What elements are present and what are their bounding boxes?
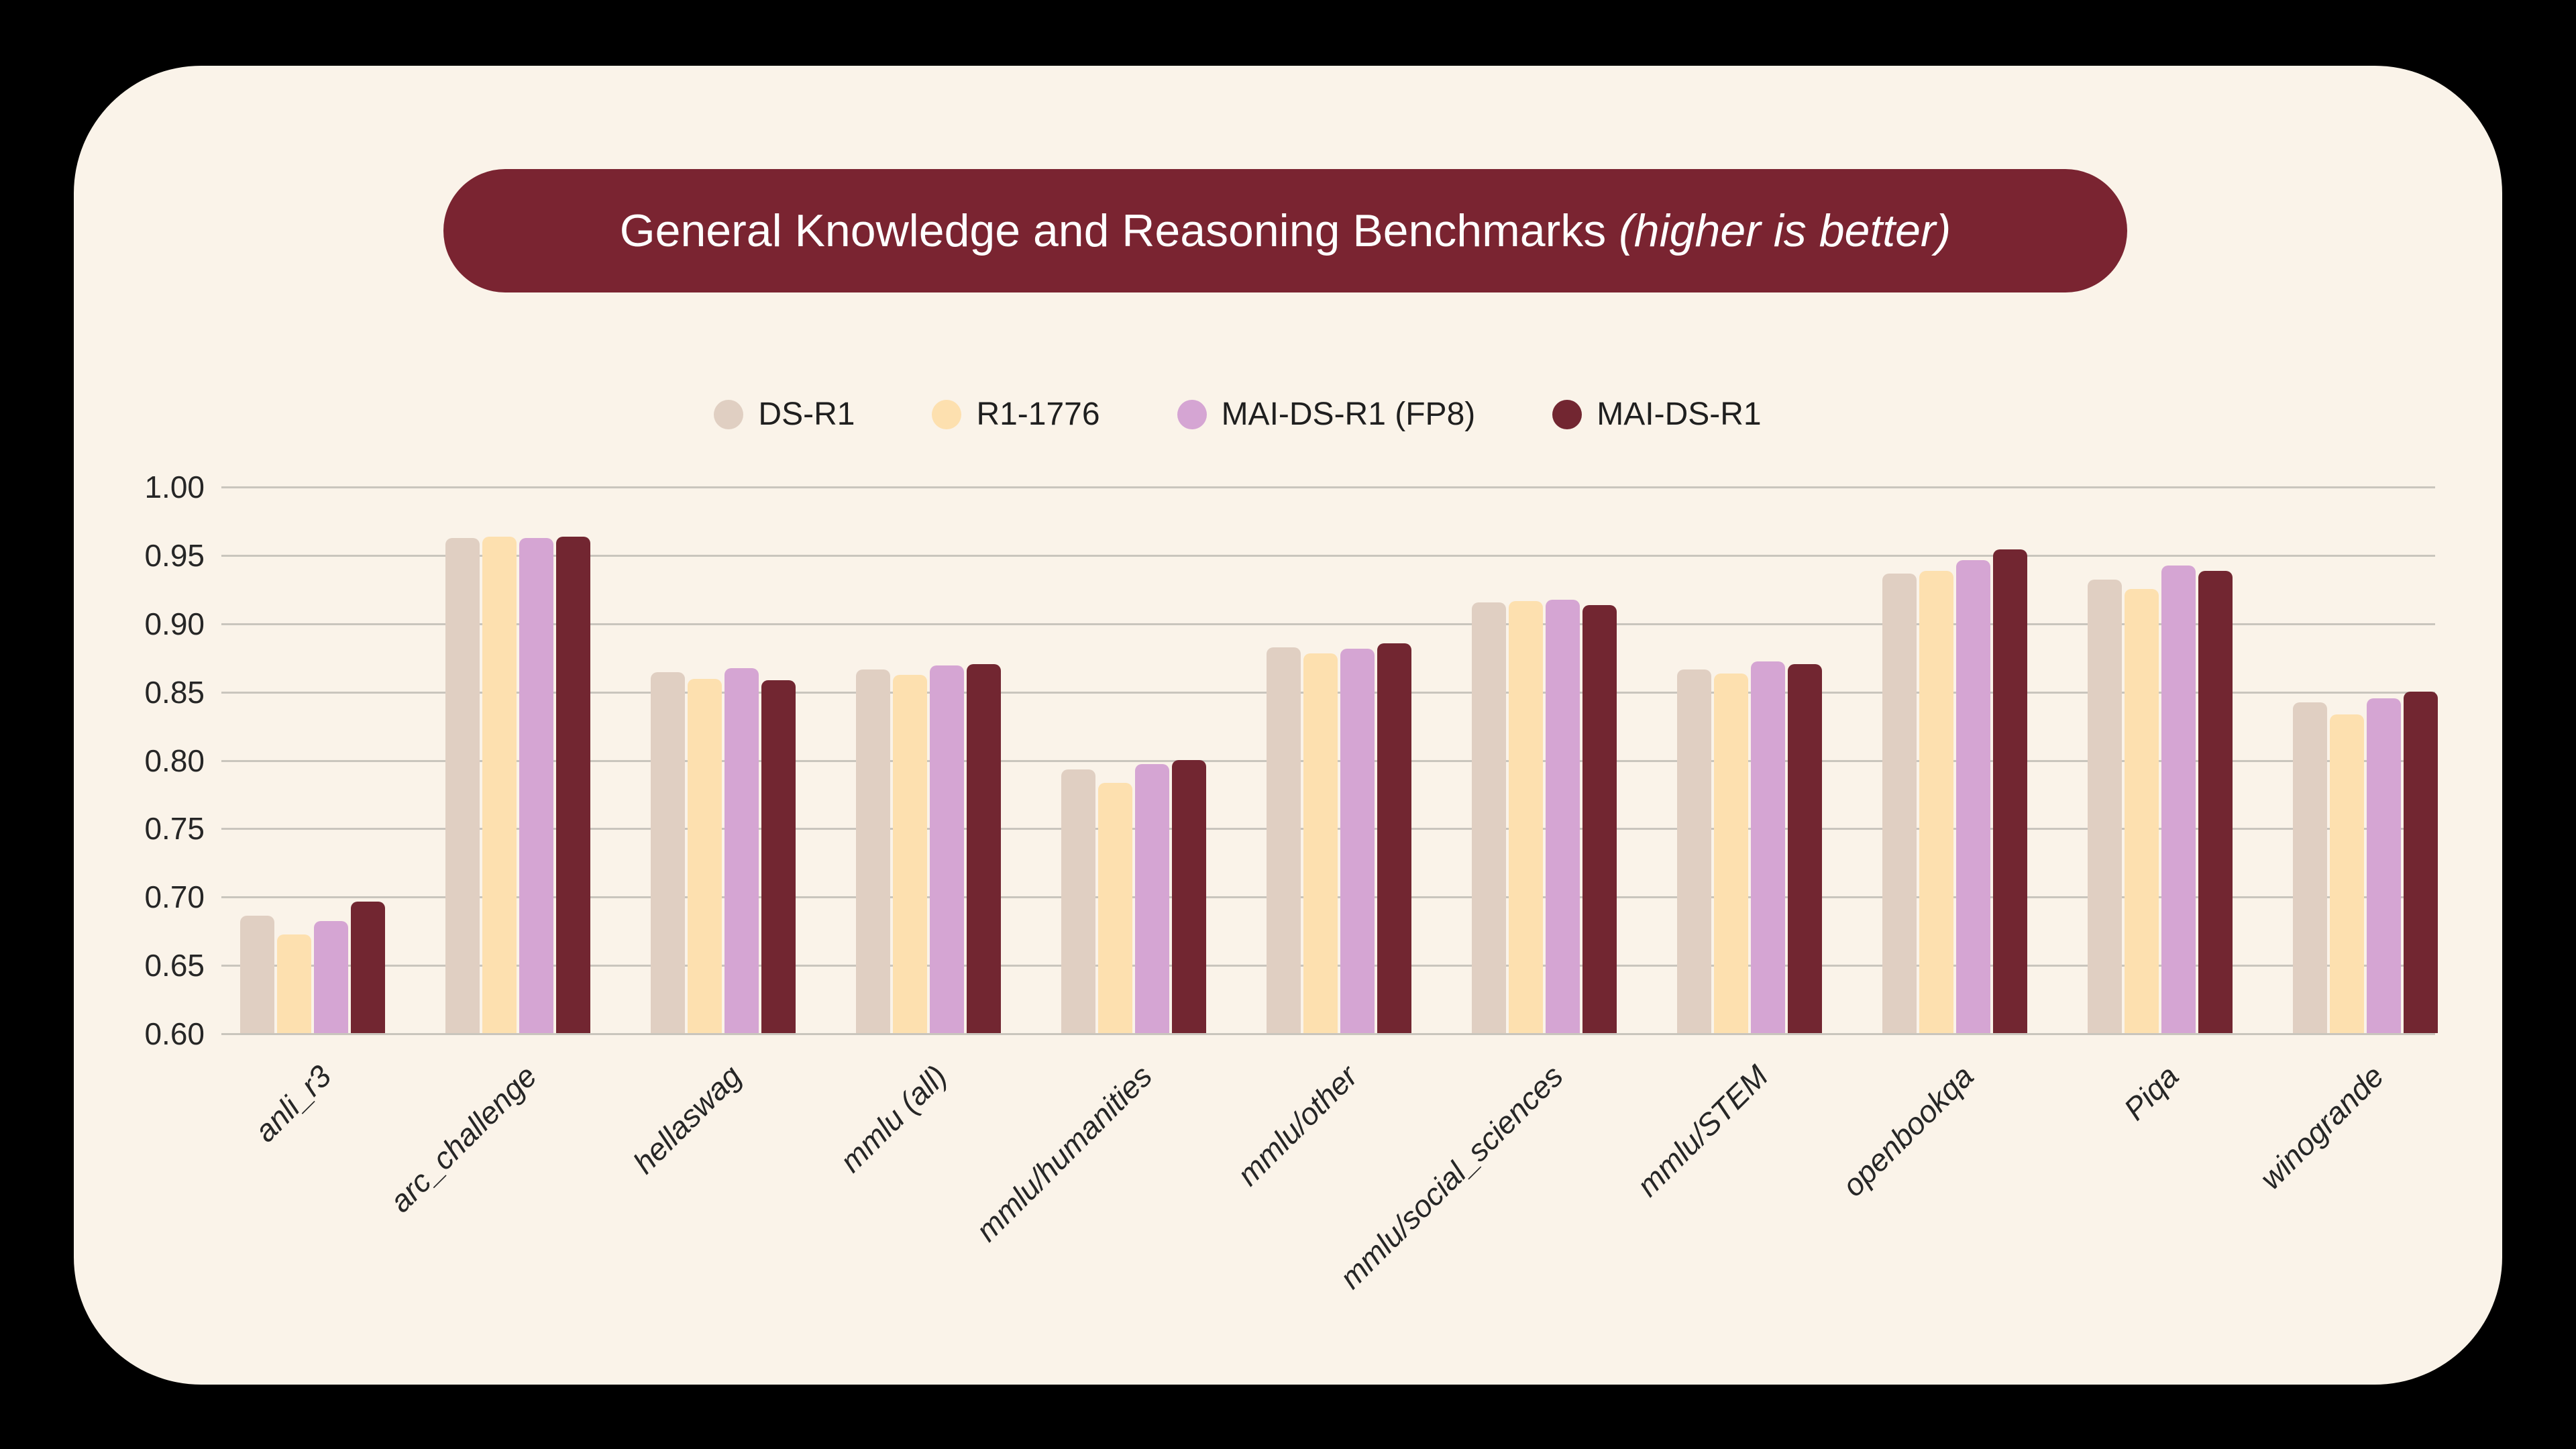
y-tick-label-1.00: 1.00 — [144, 470, 205, 504]
bar-R1-1776-mmlu/STEM — [1714, 674, 1748, 1033]
x-tick-label-openbookqa: openbookqa — [1835, 1058, 1980, 1203]
bar-group-hellaswag — [651, 486, 796, 1033]
bar-R1-1776-hellaswag — [688, 679, 722, 1033]
bar-DS-R1-openbookqa — [1882, 574, 1917, 1033]
bar-MAI-DS-R1 (FP8)-mmlu (all) — [930, 665, 964, 1033]
bar-MAI-DS-R1 (FP8)-openbookqa — [1956, 560, 1990, 1033]
x-tick-label-mmlu/humanities: mmlu/humanities — [969, 1058, 1159, 1248]
bar-DS-R1-winogrande — [2293, 702, 2327, 1033]
y-tick-label-0.65: 0.65 — [144, 948, 205, 983]
y-tick-label-0.85: 0.85 — [144, 674, 205, 710]
y-tick-label-0.70: 0.70 — [144, 879, 205, 915]
bar-R1-1776-Piqa — [2125, 588, 2159, 1033]
legend-label-MAI-DS-R1 (FP8): MAI-DS-R1 (FP8) — [1221, 396, 1476, 432]
bar-MAI-DS-R1 (FP8)-mmlu/STEM — [1751, 661, 1785, 1033]
title-banner: General Knowledge and Reasoning Benchmar… — [443, 169, 2127, 292]
bar-MAI-DS-R1 (FP8)-mmlu/humanities — [1135, 763, 1169, 1033]
x-tick-label-mmlu (all): mmlu (all) — [833, 1058, 954, 1179]
bar-DS-R1-Piqa — [2088, 579, 2122, 1033]
bar-R1-1776-arc_challenge — [482, 537, 517, 1033]
bar-MAI-DS-R1-Piqa — [2198, 571, 2233, 1033]
bar-MAI-DS-R1-anli_r3 — [351, 902, 385, 1033]
bar-group-mmlu (all) — [856, 486, 1001, 1033]
legend-item-MAI-DS-R1 (FP8): MAI-DS-R1 (FP8) — [1177, 396, 1476, 433]
bar-MAI-DS-R1-openbookqa — [1993, 549, 2027, 1033]
bar-R1-1776-winogrande — [2330, 714, 2364, 1033]
y-tick-label-0.80: 0.80 — [144, 743, 205, 778]
bar-MAI-DS-R1 (FP8)-Piqa — [2161, 566, 2196, 1033]
bar-group-mmlu/other — [1267, 486, 1411, 1033]
legend-item-MAI-DS-R1: MAI-DS-R1 — [1552, 396, 1762, 433]
bar-MAI-DS-R1-winogrande — [2404, 691, 2438, 1033]
x-tick-label-mmlu/social_sciences: mmlu/social_sciences — [1332, 1058, 1570, 1295]
bar-group-arc_challenge — [445, 486, 590, 1033]
legend-swatch-MAI-DS-R1 (FP8) — [1177, 399, 1207, 429]
bar-R1-1776-openbookqa — [1919, 571, 1953, 1033]
bar-group-Piqa — [2088, 486, 2233, 1033]
bar-MAI-DS-R1-arc_challenge — [556, 537, 590, 1033]
bar-MAI-DS-R1-hellaswag — [761, 680, 796, 1033]
legend-item-DS-R1: DS-R1 — [714, 396, 855, 433]
bar-MAI-DS-R1-mmlu (all) — [967, 663, 1001, 1033]
x-tick-label-anli_r3: anli_r3 — [248, 1058, 338, 1149]
bar-DS-R1-mmlu/social_sciences — [1472, 602, 1506, 1033]
bar-MAI-DS-R1-mmlu/STEM — [1788, 663, 1822, 1033]
bar-MAI-DS-R1-mmlu/humanities — [1172, 759, 1206, 1033]
gridline-1.00 — [221, 486, 2435, 488]
legend-swatch-MAI-DS-R1 — [1552, 399, 1582, 429]
x-tick-label-mmlu/other: mmlu/other — [1230, 1058, 1364, 1193]
bar-MAI-DS-R1 (FP8)-anli_r3 — [314, 920, 348, 1033]
bar-R1-1776-mmlu/humanities — [1098, 783, 1132, 1033]
bar-group-winogrande — [2293, 486, 2438, 1033]
x-tick-label-Piqa: Piqa — [2116, 1058, 2186, 1127]
bar-R1-1776-anli_r3 — [277, 934, 311, 1033]
chart-title-main: General Knowledge and Reasoning Benchmar… — [619, 205, 1619, 256]
legend: DS-R1 R1-1776 MAI-DS-R1 (FP8) MAI-DS-R1 — [74, 396, 2402, 433]
legend-label-R1-1776: R1-1776 — [976, 396, 1100, 432]
legend-label-DS-R1: DS-R1 — [758, 396, 855, 432]
y-tick-label-0.60: 0.60 — [144, 1016, 205, 1051]
bar-group-mmlu/humanities — [1061, 486, 1206, 1033]
bar-DS-R1-mmlu/humanities — [1061, 769, 1095, 1033]
x-tick-label-winogrande: winogrande — [2253, 1058, 2391, 1196]
bar-DS-R1-hellaswag — [651, 672, 685, 1033]
bar-group-anli_r3 — [240, 486, 385, 1033]
bar-group-openbookqa — [1882, 486, 2027, 1033]
y-tick-label-0.75: 0.75 — [144, 811, 205, 847]
bar-group-mmlu/STEM — [1677, 486, 1822, 1033]
bar-DS-R1-anli_r3 — [240, 915, 274, 1033]
gridline-0.90 — [221, 623, 2435, 625]
y-tick-label-0.90: 0.90 — [144, 606, 205, 641]
bar-MAI-DS-R1 (FP8)-mmlu/other — [1340, 649, 1375, 1033]
legend-swatch-R1-1776 — [932, 399, 962, 429]
bar-DS-R1-mmlu (all) — [856, 669, 890, 1033]
bar-DS-R1-mmlu/STEM — [1677, 669, 1711, 1033]
chart-card: General Knowledge and Reasoning Benchmar… — [74, 66, 2502, 1385]
plot-area: 1.00 0.95 0.90 0.85 0.80 0.75 0.70 0.65 0.60 anli… — [144, 470, 2438, 1295]
bar-group-mmlu/social_sciences — [1472, 486, 1617, 1033]
chart-title-note: (higher is better) — [1619, 205, 1951, 256]
bar-MAI-DS-R1-mmlu/other — [1377, 643, 1411, 1033]
x-tick-label-mmlu/STEM: mmlu/STEM — [1629, 1058, 1775, 1203]
bar-MAI-DS-R1-mmlu/social_sciences — [1582, 605, 1617, 1033]
bar-MAI-DS-R1 (FP8)-arc_challenge — [519, 538, 553, 1033]
legend-swatch-DS-R1 — [714, 399, 744, 429]
bar-R1-1776-mmlu (all) — [893, 675, 927, 1033]
legend-item-R1-1776: R1-1776 — [932, 396, 1100, 433]
bar-MAI-DS-R1 (FP8)-hellaswag — [724, 668, 759, 1033]
bar-R1-1776-mmlu/other — [1303, 653, 1338, 1033]
bar-MAI-DS-R1 (FP8)-mmlu/social_sciences — [1546, 600, 1580, 1033]
x-tick-label-hellaswag: hellaswag — [627, 1058, 749, 1181]
bar-DS-R1-mmlu/other — [1267, 647, 1301, 1033]
y-tick-label-0.95: 0.95 — [144, 537, 205, 573]
bar-MAI-DS-R1 (FP8)-winogrande — [2367, 698, 2401, 1033]
bar-R1-1776-mmlu/social_sciences — [1509, 601, 1543, 1033]
gridline-0.60 — [221, 1033, 2435, 1035]
gridline-0.95 — [221, 554, 2435, 557]
bar-DS-R1-arc_challenge — [445, 538, 480, 1033]
legend-label-MAI-DS-R1: MAI-DS-R1 — [1597, 396, 1762, 432]
chart-title: General Knowledge and Reasoning Benchmar… — [620, 205, 1951, 257]
x-tick-label-arc_challenge: arc_challenge — [382, 1058, 543, 1220]
